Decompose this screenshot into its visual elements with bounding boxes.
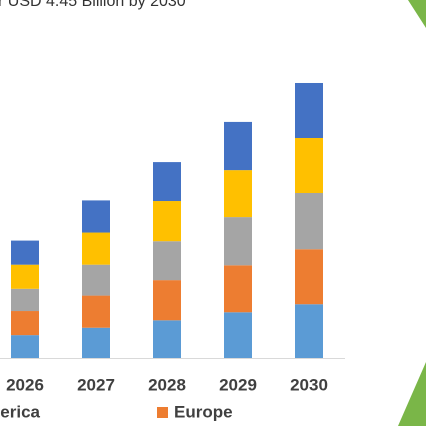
bar-segment xyxy=(295,82,323,138)
bar-segment xyxy=(153,320,181,358)
bar-segment xyxy=(153,241,181,281)
bar-segment xyxy=(153,201,181,242)
bar-segment xyxy=(11,335,39,358)
bar-segment xyxy=(82,327,110,358)
bar-segment xyxy=(11,240,39,265)
bar-segment xyxy=(82,200,110,233)
bar-segment xyxy=(153,162,181,202)
bar-segment xyxy=(82,264,110,296)
bar-segment xyxy=(82,232,110,265)
bar-segment xyxy=(224,265,252,313)
bar-segment xyxy=(295,192,323,250)
bar-segment xyxy=(295,304,323,358)
bar-segment xyxy=(295,249,323,305)
x-tick-label: 2027 xyxy=(77,375,115,394)
x-tick-label: 2030 xyxy=(290,375,328,394)
chart-title: r USD 4.45 Billion by 2030 xyxy=(0,0,186,10)
x-tick-label: 2029 xyxy=(219,375,257,394)
bar-segment xyxy=(82,295,110,328)
bar-segment xyxy=(295,137,323,193)
bar-segment xyxy=(11,311,39,336)
bar-segment xyxy=(11,288,39,312)
legend-label: Europe xyxy=(174,402,233,421)
legend-swatch xyxy=(157,407,168,418)
bar-segment xyxy=(153,280,181,321)
bar-segment xyxy=(224,312,252,358)
decor-triangle xyxy=(408,0,426,28)
decor-triangle xyxy=(398,362,426,426)
bar-segment xyxy=(224,170,252,218)
x-tick-label: 2026 xyxy=(6,375,44,394)
bar-segment xyxy=(224,217,252,266)
bar-segment xyxy=(224,121,252,171)
bar-segment xyxy=(11,264,39,289)
legend-label: North America xyxy=(0,402,41,421)
x-tick-label: 2028 xyxy=(148,375,186,394)
